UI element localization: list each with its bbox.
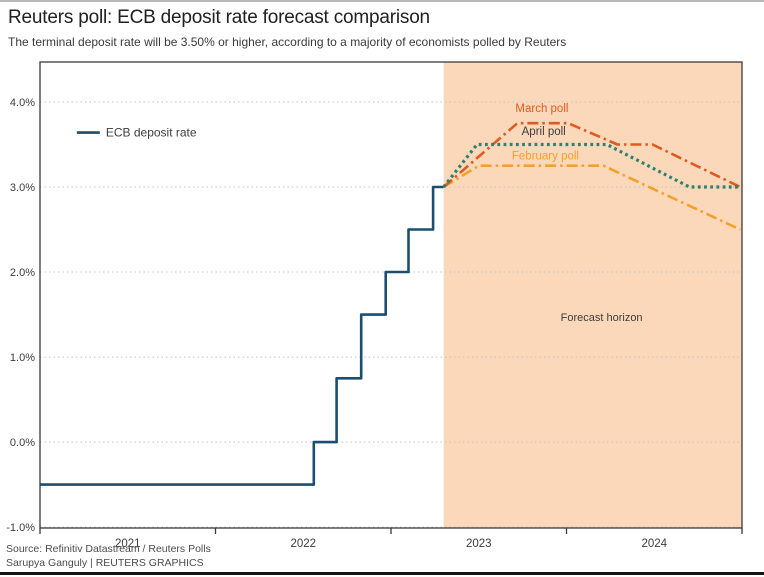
forecast-horizon-label: Forecast horizon (561, 312, 643, 324)
march-poll-label: March poll (515, 103, 568, 115)
chart-title: Reuters poll: ECB deposit rate forecast … (8, 7, 430, 28)
x-axis-label: 2023 (466, 538, 492, 550)
bottom-rule (0, 572, 764, 575)
x-axis-label: 2021 (115, 538, 141, 550)
x-axis-label: 2022 (290, 538, 316, 550)
author-credit: Sarupya Ganguly | REUTERS GRAPHICS (6, 557, 204, 569)
y-axis-label: 0.0% (10, 437, 35, 449)
february-poll-label: February poll (512, 151, 579, 163)
series-february-poll (442, 164, 741, 231)
y-axis-label: 2.0% (10, 267, 35, 279)
y-axis-label: 3.0% (10, 182, 35, 194)
y-axis-label: -1.0% (6, 522, 35, 534)
source-attribution: Source: Refinitiv Datastream / Reuters P… (6, 543, 211, 555)
y-axis-label: 1.0% (10, 352, 35, 364)
forecast-region (443, 62, 742, 528)
chart-subtitle: The terminal deposit rate will be 3.50% … (8, 35, 567, 49)
series-march-poll (442, 121, 741, 189)
series-april-poll (442, 142, 741, 189)
x-axis-label: 2024 (641, 538, 667, 550)
top-border (0, 0, 764, 2)
series-ecb-deposit-rate (40, 185, 444, 486)
legend-label: ECB deposit rate (106, 126, 197, 140)
april-poll-label: April poll (522, 126, 566, 138)
y-axis-label: 4.0% (10, 97, 35, 109)
